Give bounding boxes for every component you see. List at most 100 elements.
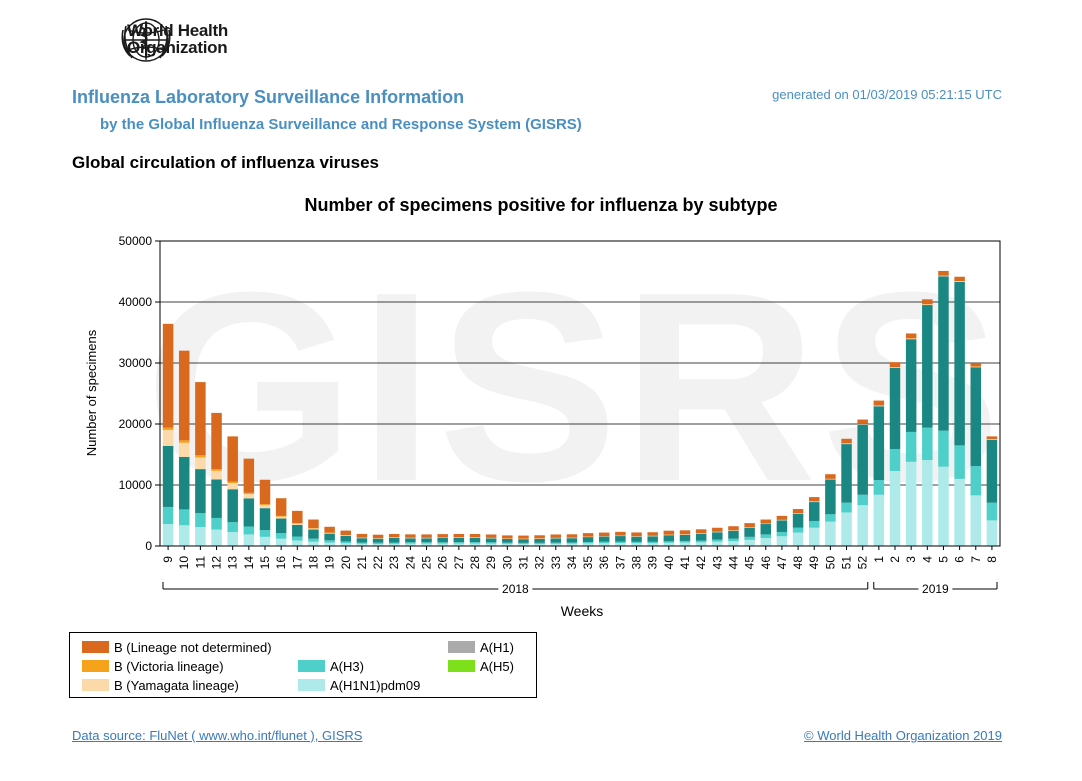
bar-segment	[324, 526, 335, 533]
y-tick-label: 20000	[119, 417, 153, 431]
x-tick-label: 8	[985, 556, 999, 563]
x-tick-label: 27	[452, 556, 466, 570]
x-tick-label: 25	[420, 556, 434, 570]
generated-timestamp: generated on 01/03/2019 05:21:15 UTC	[772, 87, 1002, 102]
bar-segment	[808, 527, 820, 546]
bar-segment	[792, 527, 804, 533]
legend-label: A(H5)	[480, 658, 514, 674]
x-tick-label: 16	[274, 556, 288, 570]
bar-segment	[695, 542, 707, 546]
bar-segment	[679, 540, 691, 543]
y-tick-label: 10000	[119, 478, 153, 492]
bar-segment	[485, 538, 497, 543]
x-tick-label: 51	[840, 556, 854, 570]
bar-segment	[292, 523, 303, 525]
bar-segment	[905, 461, 917, 546]
bar-segment	[744, 539, 755, 546]
legend-item: A(H5)	[448, 658, 514, 674]
bar-segment	[986, 436, 998, 440]
bar-segment	[469, 542, 481, 544]
x-tick-label: 9	[161, 556, 175, 563]
bar-segment	[485, 543, 497, 546]
bar-segment	[388, 533, 400, 538]
bar-segment	[728, 526, 739, 531]
bar-segment	[631, 541, 642, 544]
x-tick-label: 44	[726, 556, 740, 570]
bar-segment	[566, 543, 578, 546]
bar-segment	[243, 458, 255, 493]
bar-segment	[776, 515, 788, 520]
bar-segment	[356, 538, 368, 543]
bar-segment	[421, 543, 432, 546]
bar-segment	[857, 494, 868, 506]
data-source-link[interactable]: Data source: FluNet ( www.who.int/flunet…	[72, 728, 363, 743]
bar-segment	[243, 492, 255, 495]
bar-segment	[712, 527, 723, 532]
bar-segment	[324, 533, 335, 541]
bar-segment	[178, 440, 190, 443]
bar-segment	[243, 534, 255, 546]
x-tick-label: 38	[630, 556, 644, 570]
bar-segment	[324, 540, 335, 543]
x-tick-label: 52	[856, 556, 870, 570]
bar-segment	[340, 543, 352, 546]
bar-segment	[598, 536, 610, 542]
bar-segment	[695, 540, 707, 543]
bar-segment	[760, 519, 772, 524]
chart-title: Number of specimens positive for influen…	[304, 195, 778, 215]
bar-segment	[227, 436, 238, 482]
org-name: World Health Organization	[127, 22, 228, 56]
bar-segment	[340, 535, 352, 542]
bar-segment	[243, 526, 255, 535]
bar-segment	[372, 543, 384, 546]
bar-segment	[259, 479, 271, 505]
bar-segment	[178, 456, 190, 510]
bar-segment	[518, 535, 529, 539]
bar-segment	[227, 531, 238, 546]
x-tick-label: 13	[226, 556, 240, 570]
bar-segment	[259, 508, 271, 531]
bar-segment	[938, 276, 949, 431]
section-title: Global circulation of influenza viruses	[72, 153, 380, 172]
bar-segment	[308, 541, 319, 546]
y-axis-label: Number of specimens	[84, 329, 99, 456]
plot-frame	[159, 240, 1001, 547]
bar-segment	[324, 542, 335, 546]
copyright-link[interactable]: © World Health Organization 2019	[804, 728, 1002, 743]
x-tick-label: 18	[306, 556, 320, 570]
bar-segment	[598, 532, 610, 536]
bar-segment	[502, 535, 513, 539]
bar-segment	[954, 445, 965, 479]
bar-segment	[195, 513, 206, 528]
x-tick-label: 30	[500, 556, 514, 570]
bar-segment	[922, 459, 933, 546]
bar-segment	[534, 544, 545, 546]
bar-segment	[356, 533, 368, 538]
legend-swatch	[448, 641, 475, 653]
bar-segment	[582, 543, 594, 546]
bar-segment	[631, 532, 642, 537]
bar-segment	[437, 543, 448, 546]
bar-segment	[518, 539, 529, 543]
bar-segment	[534, 538, 545, 543]
bar-segment	[889, 470, 901, 546]
bar-segment	[776, 536, 788, 546]
bar-segment	[308, 529, 319, 539]
x-tick-label: 34	[565, 556, 579, 570]
bar-segment	[372, 538, 384, 543]
x-tick-label: 35	[581, 556, 595, 570]
bar-segment	[792, 532, 804, 546]
bar-segment	[792, 509, 804, 513]
bar-segment	[615, 536, 626, 542]
bar-segment	[873, 494, 885, 546]
bar-segment	[728, 538, 739, 542]
bar-segment	[275, 498, 287, 516]
x-tick-label: 33	[549, 556, 563, 570]
x-tick-label: 21	[355, 556, 369, 570]
bar-segment	[453, 543, 465, 546]
bar-segment	[857, 419, 868, 424]
bar-segment	[744, 536, 755, 540]
bar-segment	[292, 536, 303, 541]
bar-segment	[808, 520, 820, 528]
x-axis-ticks: 9 10 11 12 13 14 15 16 17 18 19 20 21 22 23 24 25 26 27 28 2…	[161, 546, 999, 569]
